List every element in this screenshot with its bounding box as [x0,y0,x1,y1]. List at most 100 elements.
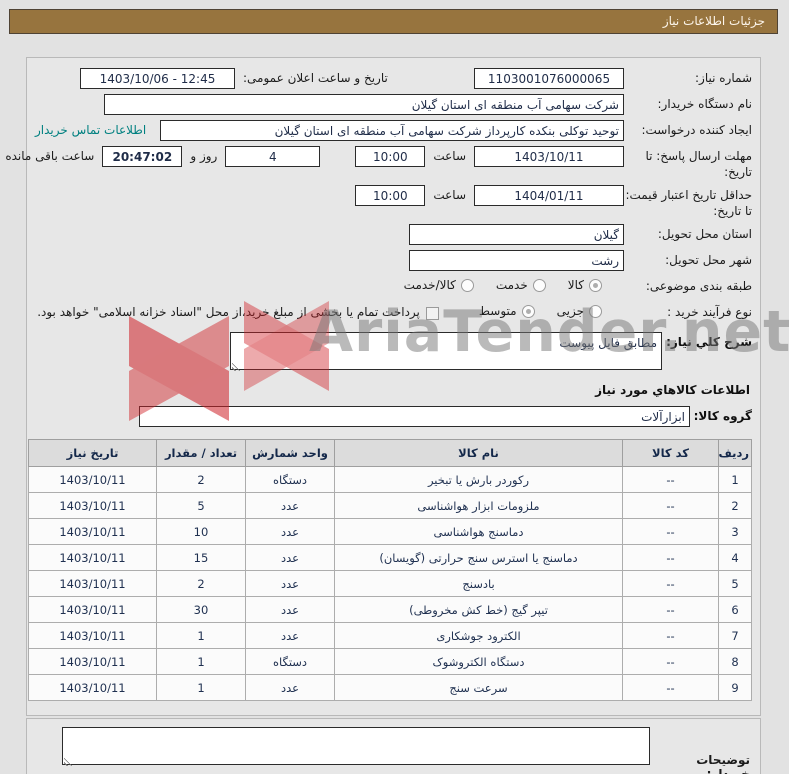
goods-table-cell: 9 [719,674,753,702]
goods-table-cell: تیپر گیج (خط کش مخروطی) [335,596,624,624]
announce-datetime-input[interactable] [81,68,236,89]
goods-table-cell: 1 [157,622,247,650]
goods-table-row: 5 -- بادسنج عدد 2 1403/10/11 [29,570,753,598]
radio-goods-service-icon[interactable] [461,278,475,292]
goods-table-cell: 1403/10/11 [29,596,158,624]
goods-table-cell: سرعت سنج [335,674,624,702]
radio-goods-service-label: کالا/خدمت [404,278,457,293]
goods-table-cell: 6 [719,596,753,624]
goods-table-cell: عدد [246,570,336,598]
goods-table-cell: 2 [157,570,247,598]
goods-table-row: 7 -- الکترود جوشکاری عدد 1 1403/10/11 [29,622,753,650]
goods-col-header: تاریخ نیاز [29,439,158,468]
goods-table-cell: -- [623,492,720,520]
classification-option-service: خدمت [497,276,547,292]
radio-service-icon[interactable] [533,278,547,292]
province-label: استان محل تحویل: [658,227,753,242]
request-creator-label: ایجاد کننده درخواست: [642,123,753,137]
goods-table-cell: 3 [719,518,753,546]
goods-col-header: ردیف [719,439,753,468]
goods-group-label: گروه کالا: [694,409,753,424]
goods-table-cell: 1403/10/11 [29,492,158,520]
province-input[interactable] [410,224,625,246]
goods-table-cell: دستگاه [246,648,336,676]
city-label: شهر محل تحویل: [666,253,753,268]
general-desc-textarea[interactable]: مطابق فایل پیوست [231,332,664,371]
goods-table-cell: عدد [246,492,336,520]
price-validity-date-input[interactable] [475,185,625,207]
goods-table-cell: 1 [157,648,247,676]
goods-table-cell: 1403/10/11 [29,518,158,546]
buyer-contact-link[interactable]: اطلاعات تماس خریدار [36,123,148,137]
goods-table-cell: 4 [719,544,753,572]
days-label: روز و [191,149,219,163]
goods-table-cell: 1 [157,674,247,702]
radio-service-label: خدمت [496,278,529,293]
goods-table-cell: -- [623,596,720,624]
reply-deadline-hour-label: ساعت [434,149,467,163]
process-option-medium: متوسط [480,302,536,318]
goods-table-cell: -- [623,570,720,598]
price-validity-hour-label: ساعت [434,188,467,203]
goods-info-title: اطلاعات کالاهاي مورد نیاز [596,383,751,398]
classification-option-goods-service: کالا/خدمت [405,276,475,292]
treasury-checkbox[interactable] [426,307,440,321]
goods-table-cell: بادسنج [335,570,624,598]
radio-goods-label: کالا [568,278,585,293]
row-price-validity: حداقل تاریخ اعتبار قیمت: تا تاریخ: ساعت [36,185,753,219]
goods-table-cell: 5 [719,570,753,598]
buyer-notes-label: توضیحات خریدار: [697,753,751,774]
radio-goods-icon[interactable] [590,278,603,292]
goods-table-cell: رکوردر بارش یا تبخیر [335,466,624,494]
page-title: جزئیات اطلاعات نیاز [10,9,779,34]
goods-table-cell: -- [623,674,720,702]
radio-minor-icon[interactable] [590,304,603,318]
buyer-org-input[interactable] [105,94,625,115]
reply-deadline-hour-input[interactable] [356,146,427,167]
reply-deadline-date-input[interactable] [475,146,625,167]
request-creator-input[interactable] [161,120,625,141]
classification-label: طبقه بندی موضوعی: [646,279,753,294]
row-province: استان محل تحویل: [36,224,753,246]
goods-table-cell: الکترود جوشکاری [335,622,624,650]
goods-table-cell: 30 [157,596,247,624]
need-number-input[interactable] [475,68,625,89]
goods-table-body: 1 -- رکوردر بارش یا تبخیر دستگاه 2 1403/10/11… [29,466,753,702]
goods-col-header: نام کالا [335,439,624,468]
goods-table: ردیف کد کالا نام کالا واحد شمارش تعداد / مقد… [29,439,753,702]
classification-option-goods: کالا [569,276,603,292]
days-remaining-input[interactable] [226,146,322,167]
radio-medium-icon[interactable] [522,304,536,318]
goods-table-cell: 1403/10/11 [29,622,158,650]
buyer-notes-textarea[interactable] [63,727,651,766]
row-goods-group: گروه کالا: [36,406,753,428]
price-validity-label: حداقل تاریخ اعتبار قیمت: تا تاریخ: [626,188,753,218]
need-details-panel: شماره نیاز: تاریخ و ساعت اعلان عمومی: نا… [6,57,762,717]
goods-table-row: 3 -- دماسنج هواشناسی عدد 10 1403/10/11 [29,518,753,546]
goods-table-cell: 1403/10/11 [29,570,158,598]
row-need-number: شماره نیاز: تاریخ و ساعت اعلان عمومی: [36,68,753,89]
goods-table-row: 9 -- سرعت سنج عدد 1 1403/10/11 [29,674,753,702]
goods-table-row: 4 -- دماسنج یا استرس سنج حرارتی (گویسان) عد… [29,544,753,572]
goods-table-cell: عدد [246,596,336,624]
goods-table-cell: دماسنج یا استرس سنج حرارتی (گویسان) [335,544,624,572]
buyer-notes-panel: توضیحات خریدار: [27,718,762,774]
goods-table-cell: 1 [719,466,753,494]
row-classification: طبقه بندی موضوعی: کالا خدمت کالا/خدمت [36,276,753,297]
need-number-label: شماره نیاز: [696,71,753,85]
announce-label: تاریخ و ساعت اعلان عمومی: [244,71,389,85]
goods-table-cell: دماسنج هواشناسی [335,518,624,546]
goods-table-cell: -- [623,544,720,572]
goods-table-cell: 7 [719,622,753,650]
general-desc-label: شرح کلي نیاز: [667,335,753,350]
goods-table-cell: 1403/10/11 [29,466,158,494]
goods-table-cell: 2 [157,466,247,494]
goods-group-input[interactable] [140,406,691,428]
row-process-type: نوع فرآیند خرید : جزیی متوسط پرداخت تمام… [36,302,753,323]
price-validity-hour-input[interactable] [356,185,427,207]
row-city: شهر محل تحویل: [36,250,753,272]
city-input[interactable] [410,250,625,272]
goods-table-row: 6 -- تیپر گیج (خط کش مخروطی) عدد 30 1403/10/1… [29,596,753,624]
row-buyer-org: نام دستگاه خریدار: [36,94,753,115]
goods-table-cell: 1403/10/11 [29,648,158,676]
